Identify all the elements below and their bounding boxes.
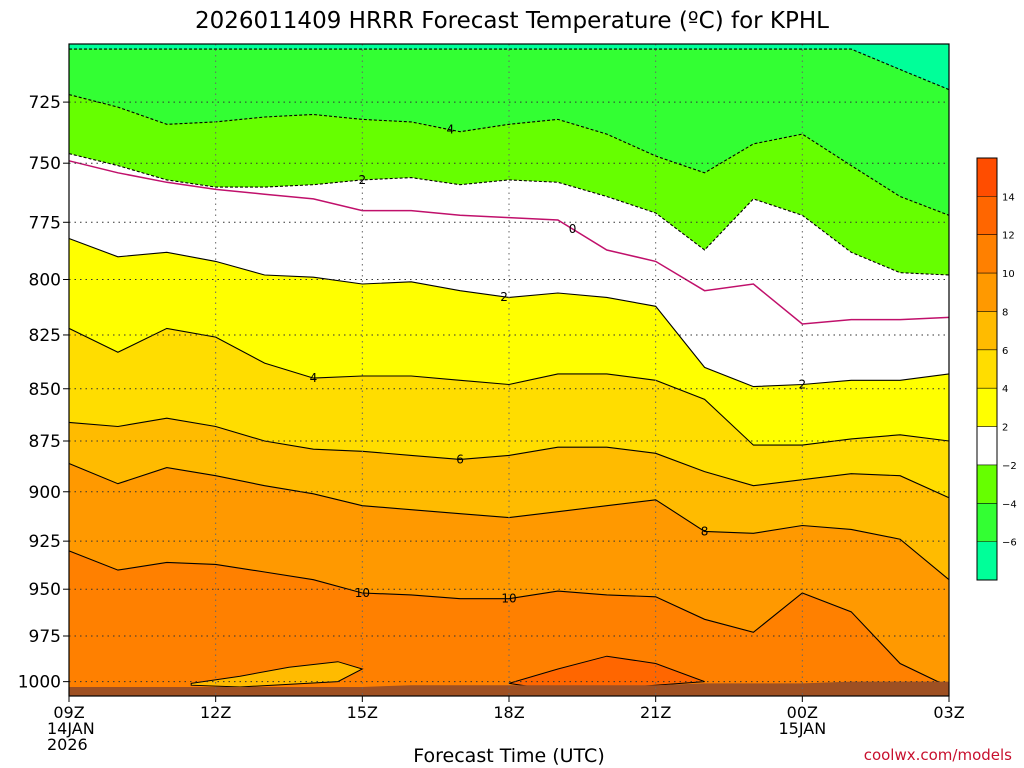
contour-label--2: 2 <box>359 173 367 187</box>
y-tick-label-900: 900 <box>29 483 61 503</box>
colorbar-label-7: −2 <box>1002 461 1017 472</box>
contour-line--6 <box>69 48 950 91</box>
x-tick-label-27-0: 03Z <box>933 703 964 722</box>
colorbar-label-2: 10 <box>1002 269 1015 280</box>
colorbar-swatch--6 <box>977 503 997 542</box>
contour-label-10: 10 <box>501 592 516 606</box>
x-tick-label-24-0: 00Z <box>787 703 818 722</box>
chart-title: 2026011409 HRRR Forecast Temperature (ºC… <box>195 8 829 34</box>
colorbar-swatch-4 <box>977 349 997 389</box>
colorbar-swatch--8 <box>977 541 997 580</box>
contour-label-4: 4 <box>310 371 318 385</box>
plot-grid <box>69 44 949 696</box>
y-tick-label-850: 850 <box>29 380 61 400</box>
fill-band-0-to-2 <box>69 160 949 387</box>
colorbar-swatch--4 <box>977 464 997 504</box>
y-tick-label-950: 950 <box>29 580 61 600</box>
colorbar-swatch-2 <box>977 388 997 427</box>
colorbar-label-6: 2 <box>1002 423 1008 434</box>
colorbar-label-4: 6 <box>1002 346 1008 357</box>
y-tick-label-825: 825 <box>29 326 61 346</box>
colorbar-swatch-6 <box>977 311 997 350</box>
contour-label--4: 4 <box>447 123 455 137</box>
colorbar-swatch-12 <box>977 196 997 235</box>
contour-labels: 4 2 0 2 2 4 6 8 10 10 <box>310 123 807 606</box>
contour-label-10: 10 <box>355 586 370 600</box>
x-axis-label: Forecast Time (UTC) <box>413 745 604 767</box>
y-tick-label-725: 725 <box>29 93 61 113</box>
fill-band-6-to-8 <box>69 418 949 580</box>
colorbar-frame <box>976 157 998 581</box>
contour-label-0: 0 <box>569 222 577 236</box>
y-axis-pressure: 725 750 775 800 825 850 875 900 925 950 975 1000 <box>18 93 69 693</box>
y-tick-label-750: 750 <box>29 154 61 174</box>
x-tick-label-24-1: 15JAN <box>778 719 826 738</box>
contour-label-8: 8 <box>701 524 709 538</box>
x-tick-label-9-0: 09Z <box>53 703 84 722</box>
y-tick-label-925: 925 <box>29 532 61 552</box>
y-tick-label-875: 875 <box>29 432 61 452</box>
y-tick-label-1000: 1000 <box>18 673 61 693</box>
y-tick-label-800: 800 <box>29 271 61 291</box>
fill-band-near-surface <box>69 550 949 696</box>
x-tick-label-12-0: 12Z <box>200 703 231 722</box>
x-tick-label-15-0: 15Z <box>347 703 378 722</box>
fill-band-8-to-10 <box>69 463 949 687</box>
x-tick-label-9-1: 14JAN <box>47 719 95 738</box>
colorbar-label-5: 4 <box>1002 384 1008 395</box>
colorbar-swatch-8 <box>977 273 997 312</box>
warm-pocket-0 <box>190 661 364 688</box>
colorbar-label-8: −4 <box>1002 499 1017 510</box>
x-tick-label-21-0: 21Z <box>640 703 671 722</box>
contour-line-10 <box>68 550 950 688</box>
contour-label-2: 2 <box>500 290 508 304</box>
colorbar-legend: 14 12 10 8 6 4 2 −2 −4 −6 <box>976 157 1017 581</box>
colorbar-label-9: −6 <box>1002 538 1017 549</box>
colorbar-swatch-14 <box>977 158 997 197</box>
x-tick-label-18-0: 18Z <box>493 703 524 722</box>
contour-label-2: 2 <box>799 378 807 392</box>
x-tick-label-9-2: 2026 <box>47 735 88 754</box>
colorbar-swatch--2 <box>977 426 997 465</box>
site-credit[interactable]: coolwx.com/models <box>864 746 1012 764</box>
colorbar-label-0: 14 <box>1002 192 1015 203</box>
colorbar-swatch-10 <box>977 234 997 274</box>
y-tick-label-775: 775 <box>29 213 61 233</box>
colorbar-label-1: 12 <box>1002 231 1015 242</box>
fill-band--4-to--2 <box>69 94 949 275</box>
colorbar-label-3: 8 <box>1002 307 1008 318</box>
contour-label-6: 6 <box>456 452 464 466</box>
contour-line-0 <box>68 160 950 325</box>
contour-line-4 <box>68 327 950 446</box>
y-tick-label-975: 975 <box>29 627 61 647</box>
fill-band--6-to--4 <box>69 49 949 216</box>
